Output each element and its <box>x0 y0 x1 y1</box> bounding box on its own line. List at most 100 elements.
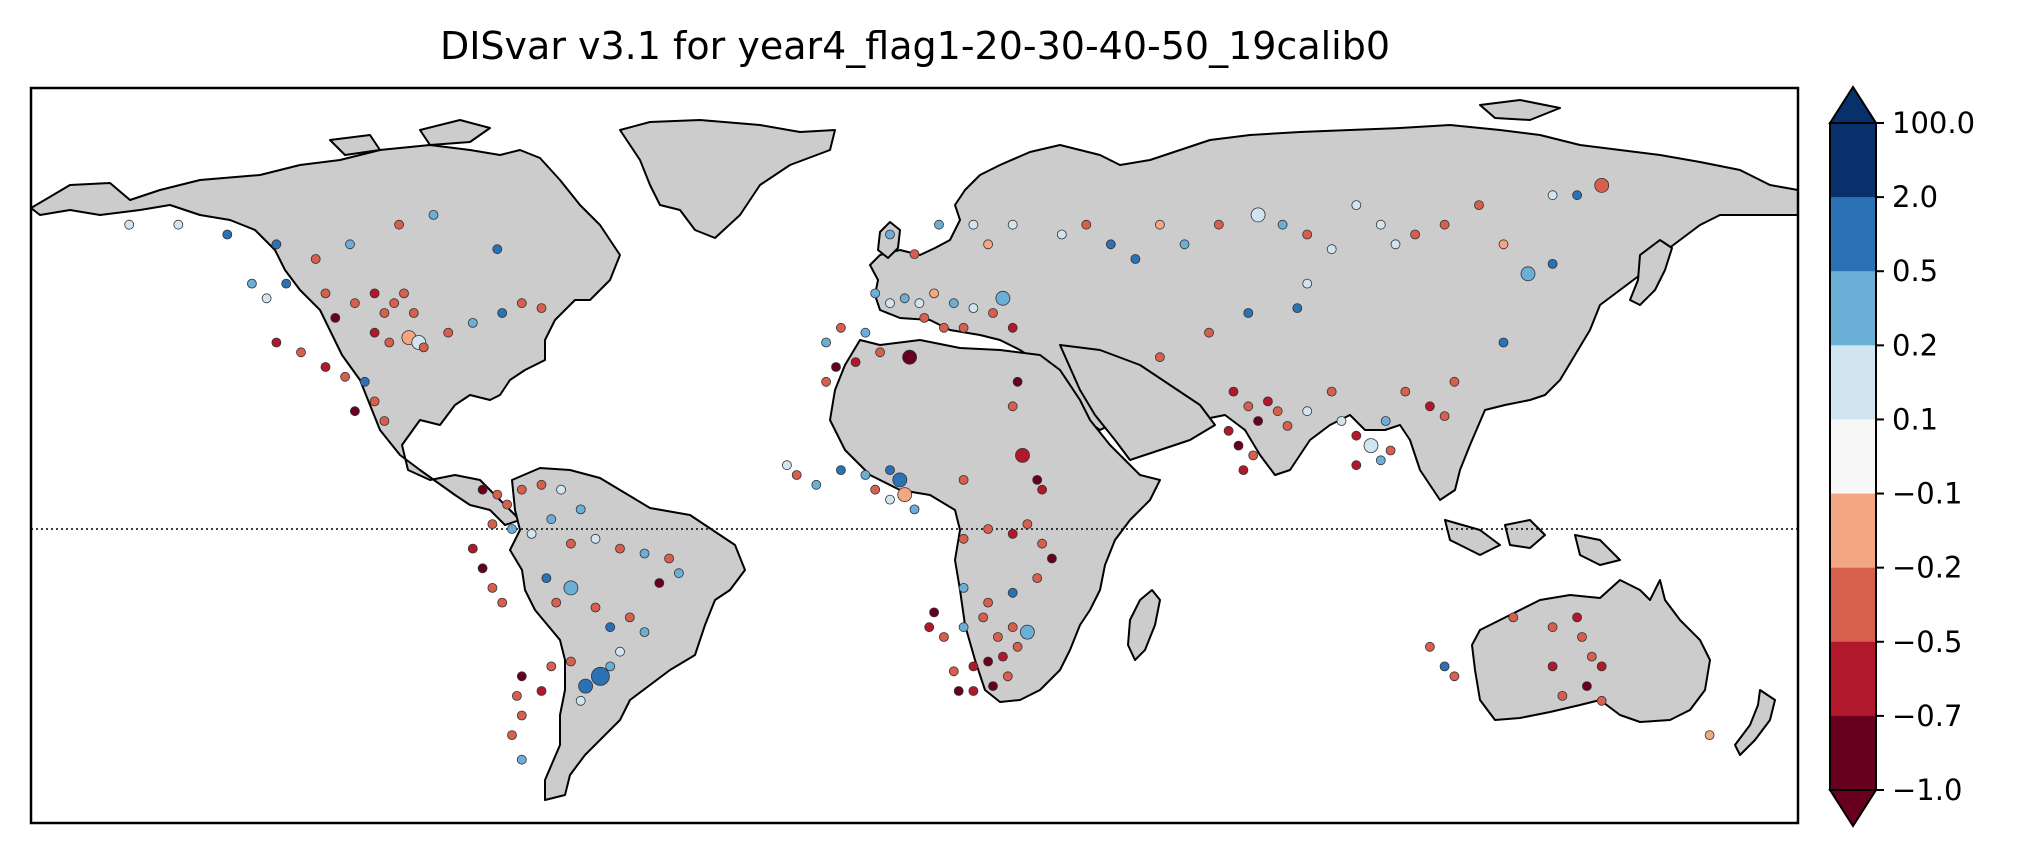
station-marker <box>492 244 503 255</box>
station-marker <box>958 533 969 544</box>
map-content <box>31 99 1798 801</box>
station-marker <box>605 661 616 672</box>
station-marker <box>487 583 498 593</box>
north-america-landmass <box>31 144 621 526</box>
station-marker <box>1336 416 1347 426</box>
station-marker <box>575 695 586 706</box>
station-marker <box>1032 474 1043 485</box>
station-marker <box>408 308 419 318</box>
station-marker <box>831 362 841 372</box>
station-marker <box>516 710 527 721</box>
station-marker <box>1007 622 1018 633</box>
colorbar-extend-max <box>1828 85 1878 124</box>
station-marker <box>369 288 380 299</box>
station-marker <box>173 219 184 230</box>
station-marker <box>993 632 1003 642</box>
station-marker <box>885 494 895 505</box>
station-marker <box>516 671 527 682</box>
station-marker <box>897 487 913 503</box>
colorbar-tick-label: 0.2 <box>1892 328 1938 362</box>
station-marker <box>1385 445 1396 456</box>
station-marker <box>1007 401 1018 412</box>
station-marker <box>551 597 562 608</box>
station-marker <box>1032 573 1043 583</box>
station-marker <box>1263 396 1273 407</box>
station-marker <box>222 229 233 240</box>
colorbar-segment <box>1830 271 1876 346</box>
station-marker <box>1547 622 1558 633</box>
station-marker <box>615 646 625 657</box>
station-marker <box>885 229 895 240</box>
colorbar-segment <box>1830 123 1876 198</box>
station-marker <box>1002 671 1013 682</box>
uk-landmass <box>877 221 901 259</box>
station-marker <box>271 337 282 348</box>
station-marker <box>492 489 503 500</box>
station-marker <box>340 371 351 382</box>
station-marker <box>1282 420 1293 431</box>
station-marker <box>885 298 895 309</box>
station-marker <box>1022 519 1033 529</box>
station-marker <box>320 288 331 299</box>
station-marker <box>379 308 390 318</box>
station-marker <box>870 484 881 495</box>
station-marker <box>477 563 488 574</box>
station-marker <box>512 691 522 701</box>
station-marker <box>1223 425 1234 436</box>
colorbar-segment <box>1830 493 1876 569</box>
station-marker <box>546 661 557 672</box>
station-marker <box>1302 406 1313 417</box>
station-marker <box>1155 219 1165 230</box>
station-marker <box>1302 278 1313 289</box>
station-marker <box>546 514 557 525</box>
station-marker <box>1474 200 1484 211</box>
station-marker <box>1056 229 1067 240</box>
colorbar-tick-label: −0.1 <box>1892 477 1962 511</box>
station-marker <box>1439 219 1450 230</box>
station-marker <box>359 376 370 387</box>
station-marker <box>914 298 925 309</box>
station-marker <box>1380 416 1391 426</box>
station-marker <box>875 347 885 358</box>
station-marker <box>1363 438 1379 454</box>
station-marker <box>1081 219 1092 230</box>
station-marker <box>1012 376 1023 387</box>
station-marker <box>418 342 429 353</box>
station-marker <box>379 416 390 426</box>
station-marker <box>124 219 135 230</box>
station-marker <box>870 288 881 299</box>
colorbar-segment <box>1830 345 1876 420</box>
station-marker <box>988 308 998 318</box>
station-marker <box>674 568 684 579</box>
station-marker <box>850 357 861 368</box>
station-marker <box>1498 337 1509 348</box>
station-marker <box>1577 632 1587 642</box>
station-marker <box>939 632 949 642</box>
madagascar-landmass <box>1127 589 1161 661</box>
station-marker <box>615 543 625 554</box>
station-marker <box>1425 641 1435 652</box>
colorbar-segment <box>1830 197 1876 272</box>
station-marker <box>1007 529 1018 539</box>
station-marker <box>1292 303 1303 314</box>
station-marker <box>1439 661 1450 672</box>
station-marker <box>591 666 610 686</box>
station-marker <box>507 730 517 740</box>
station-marker <box>1586 651 1597 662</box>
station-marker <box>1179 239 1190 250</box>
station-marker <box>1410 229 1420 240</box>
land-masses <box>31 99 1798 801</box>
station-marker <box>1037 538 1047 549</box>
station-marker <box>467 317 478 328</box>
station-marker <box>1020 624 1035 640</box>
station-marker <box>1375 219 1386 230</box>
station-marker <box>624 612 635 623</box>
station-marker <box>516 298 527 309</box>
station-marker <box>664 553 674 564</box>
station-marker <box>983 597 993 608</box>
station-marker <box>1326 244 1337 255</box>
station-marker <box>892 472 908 488</box>
station-marker <box>899 293 910 304</box>
station-marker <box>497 308 508 318</box>
